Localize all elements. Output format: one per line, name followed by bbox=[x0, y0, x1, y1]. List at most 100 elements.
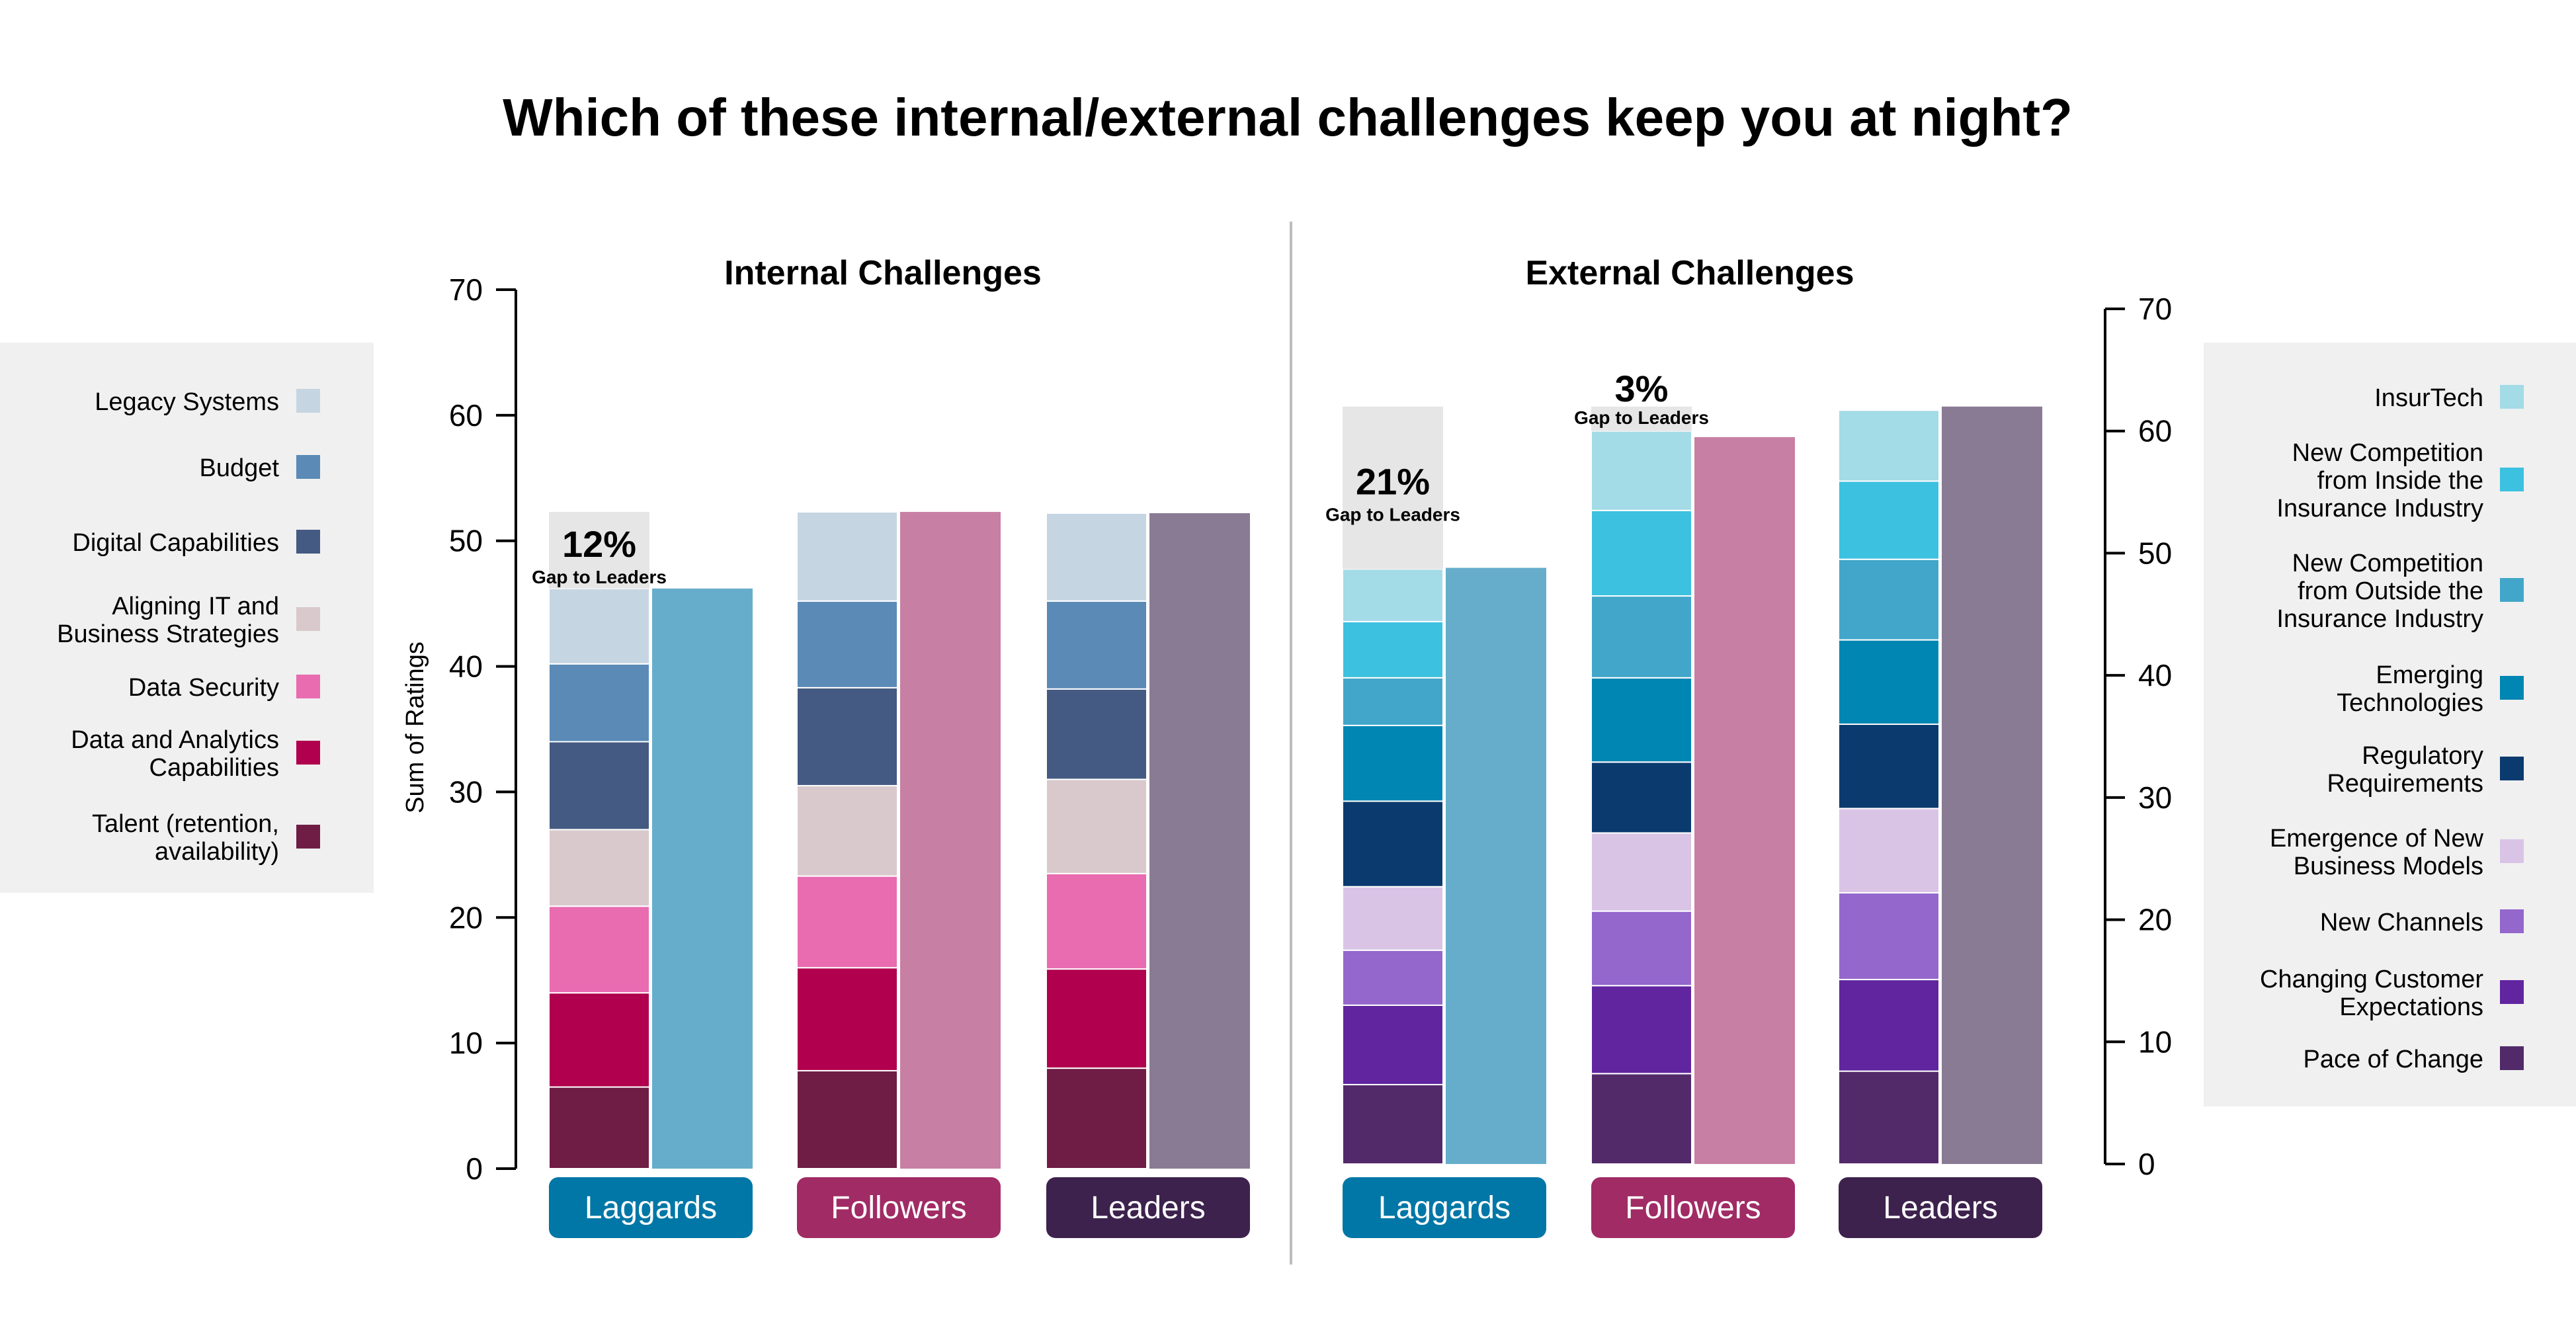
legend-swatch-legacy-systems bbox=[296, 389, 320, 413]
internal-legend: Legacy Systems Budget Digital Capabilities… bbox=[0, 343, 374, 893]
bar-segment-followers-talent-retention-availability bbox=[796, 1069, 898, 1169]
y-tick-label: 0 bbox=[466, 1151, 483, 1186]
legend-swatch-data-security bbox=[296, 675, 320, 698]
category-label-pill bbox=[549, 1177, 753, 1238]
legend-item-label: Expectations bbox=[2339, 993, 2483, 1021]
gap-to-leaders-box bbox=[549, 512, 649, 589]
y-tick-label: 30 bbox=[2138, 780, 2172, 815]
total-bar-leaders bbox=[1149, 513, 1250, 1169]
bar-segment-leaders-talent-retention-availability bbox=[1046, 1067, 1147, 1169]
bar-segment-laggards-new-competition-from-inside-the-insurance-industry bbox=[1342, 620, 1444, 679]
bar-segment-followers-emerging-technologies bbox=[1591, 677, 1692, 763]
legend-item-label: Emergence of New bbox=[2270, 825, 2484, 852]
legend-item-label: Data and Analytics bbox=[71, 726, 279, 754]
legend-item-label: Data Security bbox=[128, 674, 279, 702]
legend-item-label: Insurance Industry bbox=[2276, 495, 2483, 522]
legend-item-label: Emerging bbox=[2376, 661, 2483, 689]
legend-swatch-pace-of-change bbox=[2500, 1046, 2524, 1070]
bar-segment-laggards-new-competition-from-outside-the-insurance-industry bbox=[1342, 677, 1444, 726]
legend-swatch-new-competition-from-inside-the-insurance-industry bbox=[2500, 468, 2524, 491]
bar-segment-leaders-legacy-systems bbox=[1046, 512, 1147, 602]
gap-to-leaders-box bbox=[1343, 406, 1443, 569]
total-bar-laggards bbox=[652, 588, 753, 1169]
legend-item-label: Regulatory bbox=[2362, 742, 2483, 770]
y-tick-label: 40 bbox=[449, 649, 483, 684]
bar-segment-laggards-data-and-analytics-capabilities bbox=[548, 992, 650, 1088]
legend-swatch-regulatory-requirements bbox=[2500, 757, 2524, 780]
bar-segment-followers-legacy-systems bbox=[796, 511, 898, 602]
legend-item-label: New Channels bbox=[2320, 909, 2483, 936]
bar-segment-followers-insurtech bbox=[1591, 430, 1692, 511]
y-tick-label: 30 bbox=[449, 774, 483, 809]
y-tick-label: 70 bbox=[449, 272, 483, 307]
bar-segment-laggards-regulatory-requirements bbox=[1342, 800, 1444, 888]
total-bar-followers bbox=[900, 512, 1001, 1169]
bar-segment-followers-budget bbox=[796, 600, 898, 688]
category-label-laggards: Laggards bbox=[1378, 1190, 1511, 1226]
bar-segment-followers-pace-of-change bbox=[1591, 1073, 1692, 1165]
gap-caption: Gap to Leaders bbox=[532, 567, 667, 587]
bar-segment-laggards-digital-capabilities bbox=[548, 741, 650, 831]
bar-segment-laggards-emergence-of-new-business-models bbox=[1342, 886, 1444, 951]
legend-swatch-budget bbox=[296, 455, 320, 479]
total-bar-followers bbox=[1694, 436, 1795, 1165]
legend-item-label: InsurTech bbox=[2374, 384, 2483, 412]
y-tick-label: 40 bbox=[2138, 658, 2172, 692]
y-tick-label: 50 bbox=[2138, 536, 2172, 570]
total-bar-laggards bbox=[1446, 567, 1546, 1164]
bar-segment-leaders-new-competition-from-outside-the-insurance-industry bbox=[1838, 558, 1940, 641]
legend-item-label: Digital Capabilities bbox=[72, 529, 279, 557]
internal-challenges-panel: Internal Challenges 0 10 20 30 40 50 60 70 Sum of… bbox=[401, 254, 1250, 1238]
legend-item-label: Requirements bbox=[2327, 770, 2483, 798]
legend-item-label: Technologies bbox=[2337, 689, 2483, 717]
bar-segment-leaders-budget bbox=[1046, 600, 1147, 690]
bar-segment-followers-regulatory-requirements bbox=[1591, 761, 1692, 834]
bar-segment-followers-new-channels bbox=[1591, 910, 1692, 987]
bar-segment-laggards-aligning-it-and-business-strategies bbox=[548, 829, 650, 907]
legend-item-label: Business Models bbox=[2294, 852, 2483, 880]
legend-item-label: Changing Customer bbox=[2260, 966, 2483, 993]
gap-value: 21% bbox=[1356, 461, 1430, 503]
legend-item-label: Pace of Change bbox=[2303, 1046, 2483, 1073]
category-label-laggards: Laggards bbox=[585, 1190, 717, 1226]
legend-item-label: Legacy Systems bbox=[95, 388, 279, 416]
gap-caption: Gap to Leaders bbox=[1325, 505, 1460, 525]
bar-segment-followers-data-and-analytics-capabilities bbox=[796, 967, 898, 1071]
bar-segment-followers-emergence-of-new-business-models bbox=[1591, 832, 1692, 912]
chart-title: Which of these internal/external challen… bbox=[503, 88, 2073, 147]
legend-item-label: from Inside the bbox=[2317, 467, 2483, 495]
legend-swatch-data-and-analytics-capabilities bbox=[296, 741, 320, 765]
legend-swatch-aligning-it-and-business-strategies bbox=[296, 607, 320, 631]
bar-segment-followers-digital-capabilities bbox=[796, 686, 898, 786]
gap-to-leaders-box bbox=[1591, 406, 1692, 431]
legend-swatch-new-channels bbox=[2500, 909, 2524, 933]
bar-segment-leaders-pace-of-change bbox=[1838, 1070, 1940, 1165]
legend-item-label: New Competition bbox=[2292, 439, 2483, 467]
bar-segment-followers-new-competition-from-inside-the-insurance-industry bbox=[1591, 509, 1692, 597]
bar-segment-laggards-insurtech bbox=[1342, 568, 1444, 622]
bar-segment-leaders-emerging-technologies bbox=[1838, 639, 1940, 726]
legend-item-label: Insurance Industry bbox=[2276, 605, 2483, 633]
legend-item-label: New Competition bbox=[2292, 550, 2483, 577]
legend-swatch-changing-customer-expectations bbox=[2500, 980, 2524, 1004]
y-tick-label: 10 bbox=[449, 1026, 483, 1060]
bar-segment-followers-new-competition-from-outside-the-insurance-industry bbox=[1591, 595, 1692, 679]
category-label-leaders: Leaders bbox=[1883, 1190, 1997, 1226]
bar-segment-leaders-data-and-analytics-capabilities bbox=[1046, 968, 1147, 1069]
bar-segment-laggards-data-security bbox=[548, 905, 650, 994]
bar-segment-laggards-emerging-technologies bbox=[1342, 724, 1444, 802]
bar-segment-followers-aligning-it-and-business-strategies bbox=[796, 784, 898, 877]
legend-swatch-digital-capabilities bbox=[296, 530, 320, 554]
legend-swatch-emergence-of-new-business-models bbox=[2500, 839, 2524, 863]
gap-value: 12% bbox=[562, 523, 636, 565]
legend-item-label: Budget bbox=[200, 454, 280, 482]
category-label-pill bbox=[797, 1177, 1001, 1238]
category-label-pill bbox=[1839, 1177, 2042, 1238]
bar-segment-leaders-changing-customer-expectations bbox=[1838, 979, 1940, 1072]
legend-swatch-emerging-technologies bbox=[2500, 676, 2524, 700]
panel-title: Internal Challenges bbox=[724, 254, 1042, 292]
category-label-followers: Followers bbox=[1625, 1190, 1761, 1226]
bar-segment-leaders-data-security bbox=[1046, 872, 1147, 970]
